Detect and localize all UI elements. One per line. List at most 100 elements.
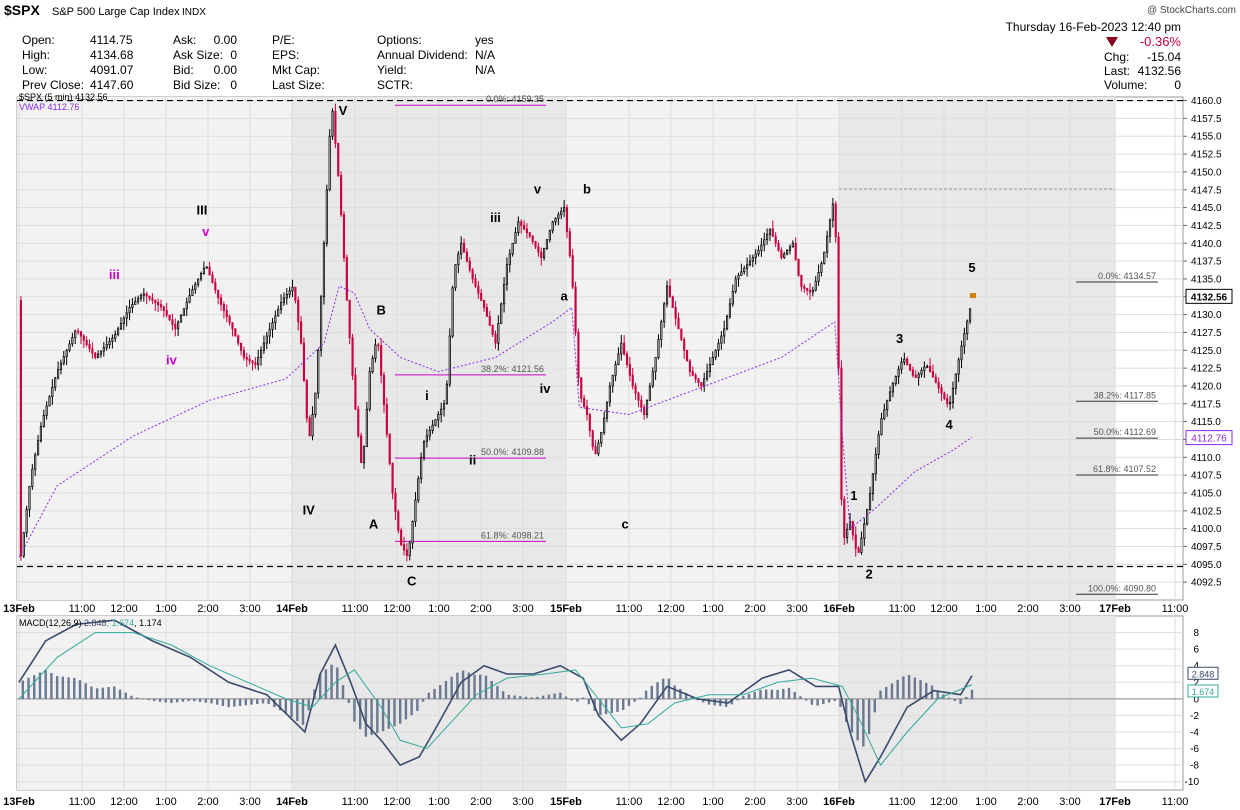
macd-time-label: 12:00 [383,796,411,808]
macd-hist-bar [141,698,145,700]
macd-hist-bar [353,698,356,722]
macd-hist-bar [198,698,202,702]
candle-body [82,335,85,341]
wave-label: ii [469,452,476,467]
price-tick-label: 4102.5 [1191,506,1222,517]
candle-body [726,315,729,330]
candle-body [102,347,105,352]
macd-hist-bar [707,698,711,705]
macd-time-label: 17Feb [1099,796,1131,808]
vwap-legend: VWAP 4112.76 [19,102,79,112]
macd-hist-bar [839,698,842,707]
candle-body [886,400,889,411]
candle-body [262,342,265,351]
macd-hist-bar [907,674,911,699]
candle-body [511,242,514,255]
candle-body [926,365,929,368]
candle-body [688,360,691,373]
macd-time-label: 16Feb [823,796,855,808]
macd-hist-bar [216,698,219,705]
macd-time-label: 11:00 [69,796,96,808]
macd-time-label: 11:00 [1162,796,1189,808]
price-tick-label: 4092.5 [1191,578,1222,589]
time-tick-label: 2:00 [744,603,765,615]
time-tick-label: 16Feb [823,603,855,615]
candle-body [605,401,609,419]
candle-body [828,219,832,237]
price-tick-label: 4140.0 [1191,239,1222,250]
candle-body [342,214,346,258]
wave-label: 2 [865,567,872,582]
candle-body [800,274,803,288]
candle-body [665,285,669,305]
macd-hist-bar [599,698,602,716]
price-tick-label: 4155.0 [1191,132,1222,143]
macd-hist-bar [644,690,648,699]
wave-label: v [202,224,210,239]
price-tick-label: 4110.0 [1191,453,1221,464]
candle-body [54,377,57,388]
candle-body [620,342,623,355]
candle-body [222,304,225,311]
candle-body [239,342,243,351]
candle-body [797,258,800,276]
macd-hist-bar [742,696,745,699]
candle-body [714,349,717,358]
time-tick-label: 11:00 [342,603,369,615]
candle-body [305,380,308,419]
macd-hist-bar [679,689,682,699]
candle-body [354,374,357,410]
candle-body [151,297,154,301]
price-tick-label: 4095.0 [1191,560,1222,571]
candle-body [834,203,837,238]
stat-label: Ask: [173,33,196,47]
candle-body [560,210,563,216]
wave-label: iv [166,353,178,368]
macd-hist-bar [507,694,511,699]
candle-body [380,345,383,376]
candle-body [774,235,777,244]
candle-body [125,312,128,319]
macd-tick-label: 6 [1193,645,1199,656]
macd-hist-bar [221,698,225,706]
exchange: INDX [182,7,206,18]
stat-value: 0 [230,48,237,62]
candle-body [217,289,220,299]
macd-hist-bar [616,698,619,712]
macd-hist-bar [467,672,471,699]
macd-hist-bar [764,689,768,699]
candle-body [763,239,766,246]
price-legend: $SPX (5 min) 4132.56 [19,92,108,102]
macd-time-label: 1:00 [975,796,996,808]
macd-hist-bar [553,693,556,699]
macd-hist-bar [404,698,408,720]
candle-body [963,333,966,347]
macd-hist-bar [50,672,53,699]
macd-hist-bar [827,698,831,703]
candle-body [766,233,769,241]
candle-body [771,228,774,237]
chart-header: $SPX S&P 500 Large Cap Index INDX @ Stoc… [4,2,1236,92]
candle-body [623,342,626,355]
candle-body [640,399,643,408]
stat-label: Prev Close: [22,78,84,92]
macd-hist-bar [427,692,430,699]
macd-legend-part: MACD(12,26,9) [19,618,82,628]
macd-hist-bar [416,698,419,711]
candle-body [77,330,80,333]
macd-hist-bar [559,692,562,699]
candle-body [477,285,480,294]
stat-label: Low: [22,63,47,77]
candle-body [351,337,354,376]
candle-body [717,342,720,351]
fib-label: 50.0%: 4109.88 [481,447,544,457]
candle-body [231,322,234,330]
macd-hist-bar [399,698,402,724]
time-tick-label: 11:00 [1162,603,1189,615]
time-tick-label: 11:00 [889,603,916,615]
candle-body [917,373,920,379]
candle-body [754,253,757,258]
candle-body [597,442,600,455]
macd-hist-bar [473,674,476,699]
fib-label: 61.8%: 4098.21 [481,530,544,540]
